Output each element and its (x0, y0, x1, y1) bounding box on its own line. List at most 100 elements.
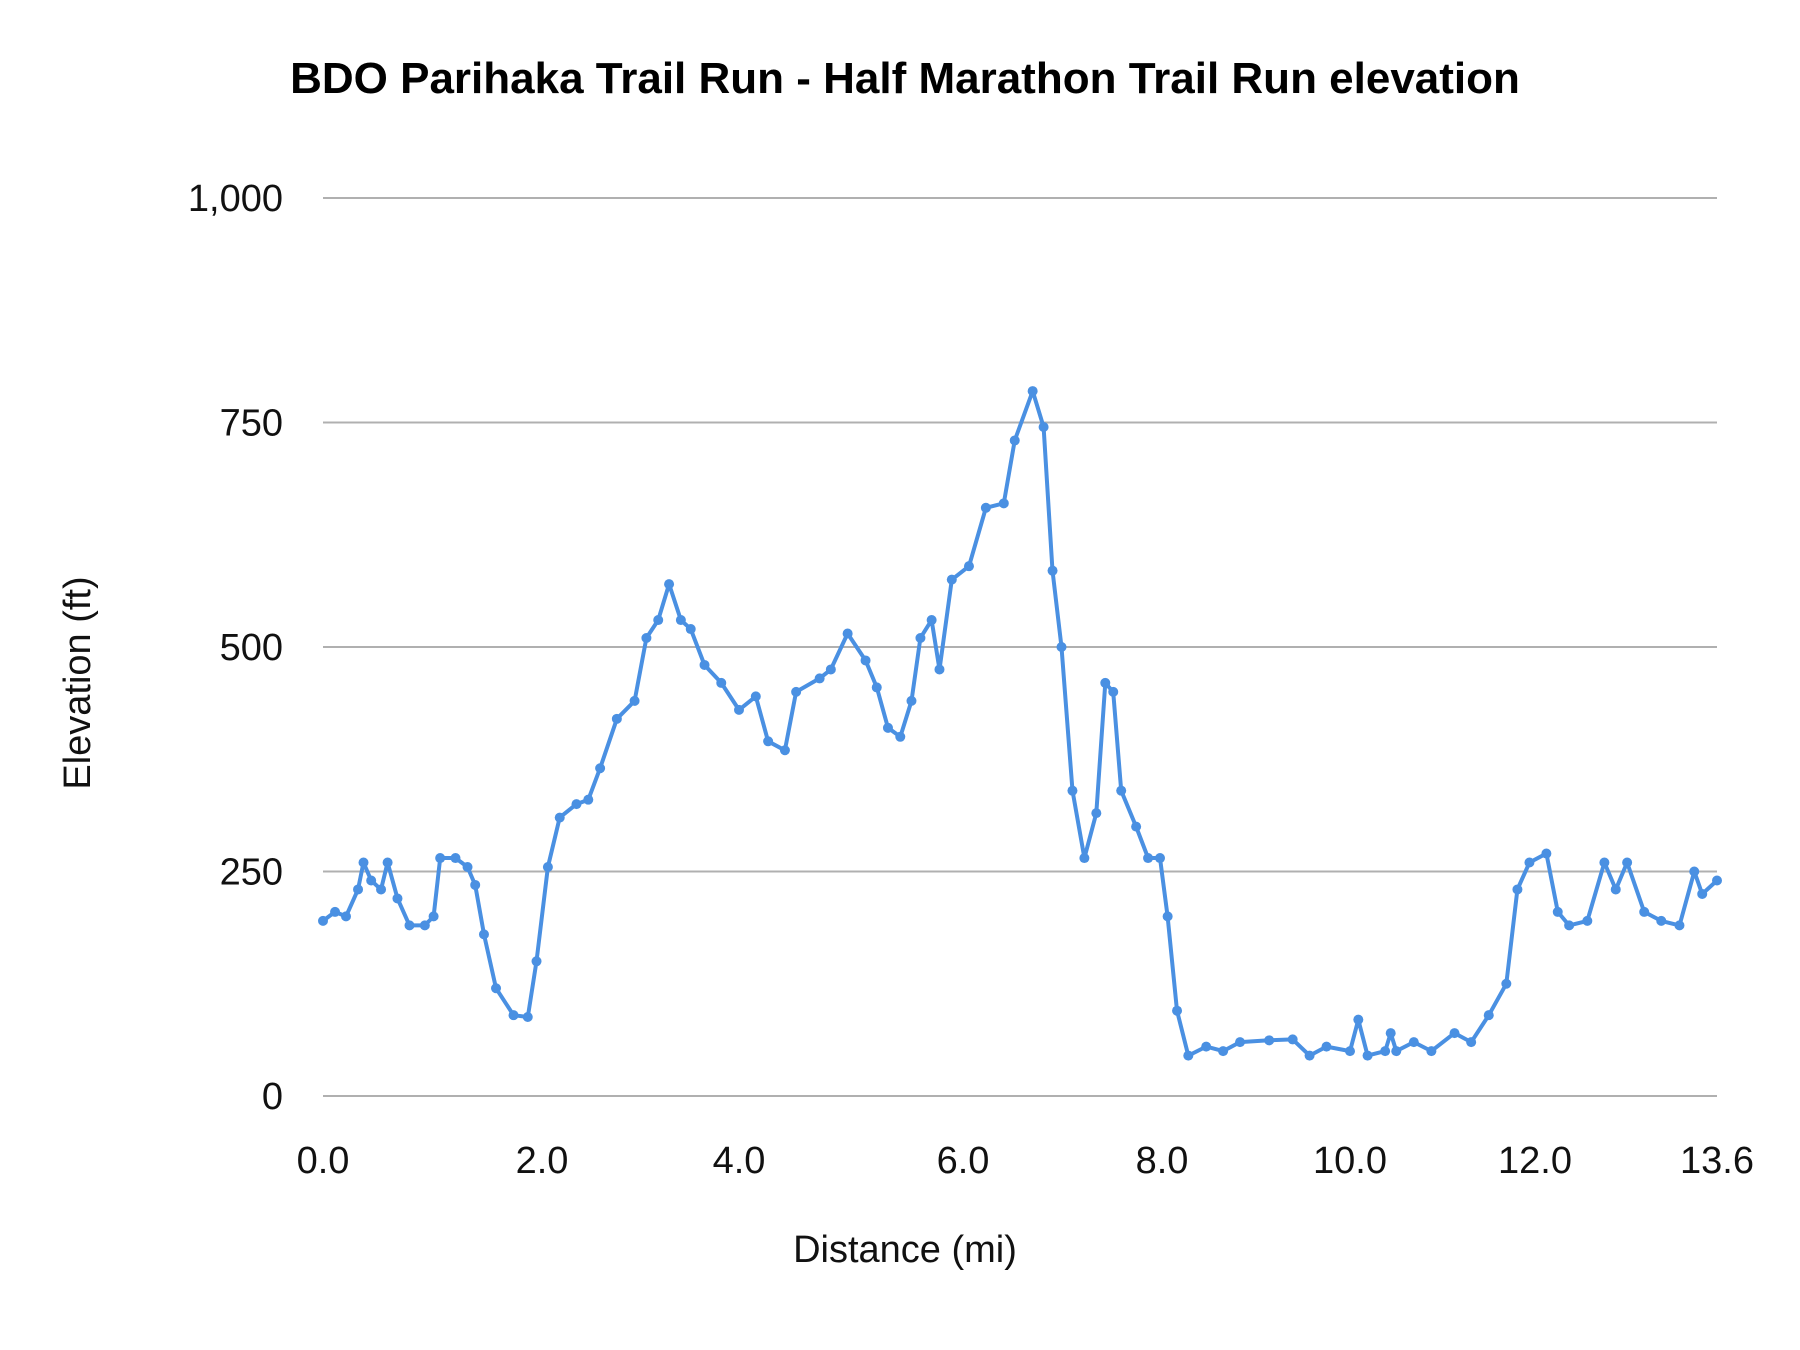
data-point (915, 633, 926, 644)
data-point (1712, 875, 1722, 886)
data-point (1697, 888, 1708, 899)
data-point (611, 713, 622, 724)
data-point (946, 574, 957, 585)
data-point (1100, 677, 1111, 688)
data-point (1047, 565, 1058, 576)
data-point (895, 731, 906, 742)
data-point (871, 682, 882, 693)
data-point (462, 862, 473, 873)
x-tick-label: 10.0 (1313, 1140, 1387, 1182)
x-tick-label: 8.0 (1136, 1140, 1189, 1182)
data-point (1345, 1046, 1355, 1057)
x-tick-label: 2.0 (516, 1140, 569, 1182)
data-point (450, 853, 461, 864)
y-axis-label: Elevation (ft) (57, 576, 99, 789)
data-point (330, 906, 341, 917)
data-point (882, 722, 893, 733)
data-point (1287, 1034, 1298, 1045)
data-point (428, 911, 439, 922)
data-point (779, 745, 790, 756)
data-point (340, 911, 351, 922)
data-point (641, 633, 652, 644)
data-point (531, 956, 542, 967)
y-tick-label: 0 (262, 1076, 283, 1118)
data-point (1391, 1046, 1402, 1057)
data-point (998, 498, 1009, 509)
data-point (508, 1010, 519, 1021)
data-point (366, 875, 377, 886)
gridlines (323, 197, 1717, 1097)
data-point (1512, 884, 1523, 895)
data-point (318, 915, 328, 926)
data-point (595, 763, 606, 774)
data-point (1408, 1037, 1419, 1048)
data-point (1380, 1046, 1391, 1057)
data-point (470, 879, 481, 890)
data-point (478, 929, 489, 940)
chart-title: BDO Parihaka Trail Run - Half Marathon T… (290, 54, 1520, 103)
x-tick-label: 12.0 (1498, 1140, 1572, 1182)
x-axis-label: Distance (mi) (793, 1229, 1017, 1271)
data-point (404, 920, 415, 931)
data-point (653, 615, 664, 626)
data-point (1143, 853, 1154, 864)
data-point (419, 920, 430, 931)
x-tick-label: 13.6 (1680, 1140, 1754, 1182)
data-point (1131, 821, 1142, 832)
data-point (554, 812, 565, 823)
data-point (1183, 1050, 1194, 1061)
data-point (1038, 421, 1049, 432)
data-point (1201, 1041, 1212, 1052)
data-point (358, 857, 369, 868)
data-point (353, 884, 364, 895)
data-point (1079, 853, 1090, 864)
data-point (1091, 808, 1102, 819)
data-point (791, 686, 802, 697)
data-point (1235, 1037, 1246, 1048)
data-point (1264, 1035, 1275, 1046)
data-point (926, 615, 937, 626)
data-point (1218, 1046, 1229, 1057)
x-axis-ticks: 0.0 2.0 4.0 6.0 8.0 10.0 12.0 13.6 (297, 1140, 1754, 1182)
data-point (1639, 906, 1650, 917)
data-point (1501, 978, 1512, 989)
data-point (1067, 785, 1078, 796)
data-point (1524, 857, 1535, 868)
data-point (1426, 1046, 1437, 1057)
data-point (699, 659, 710, 670)
data-point (1483, 1010, 1494, 1021)
data-point (963, 561, 974, 572)
data-point (435, 853, 446, 864)
data-point (1674, 920, 1685, 931)
data-point (675, 615, 686, 626)
y-axis-ticks: 0 250 500 750 1,000 (188, 178, 283, 1118)
data-point (1610, 884, 1621, 895)
data-point (1353, 1014, 1364, 1025)
elevation-line (321, 389, 1719, 1058)
data-point (522, 1011, 533, 1022)
data-point (1009, 435, 1020, 446)
y-tick-label: 250 (220, 852, 283, 894)
data-point (1304, 1050, 1315, 1061)
data-point (1582, 915, 1593, 926)
data-point (750, 691, 761, 702)
y-tick-label: 750 (220, 403, 283, 445)
y-tick-label: 500 (220, 627, 283, 669)
data-point (491, 983, 502, 994)
data-point (814, 673, 825, 684)
data-point (1155, 853, 1166, 864)
data-point (1689, 866, 1700, 877)
data-point (685, 624, 696, 635)
x-tick-label: 4.0 (713, 1140, 766, 1182)
data-point (583, 794, 594, 805)
data-point (1449, 1028, 1460, 1039)
x-tick-label: 0.0 (297, 1140, 350, 1182)
data-point (1321, 1041, 1332, 1052)
data-point (1656, 915, 1667, 926)
data-point (1027, 386, 1038, 397)
data-point (1362, 1050, 1373, 1061)
data-point (1552, 906, 1563, 917)
data-point (1172, 1005, 1183, 1016)
data-point (1385, 1028, 1396, 1039)
